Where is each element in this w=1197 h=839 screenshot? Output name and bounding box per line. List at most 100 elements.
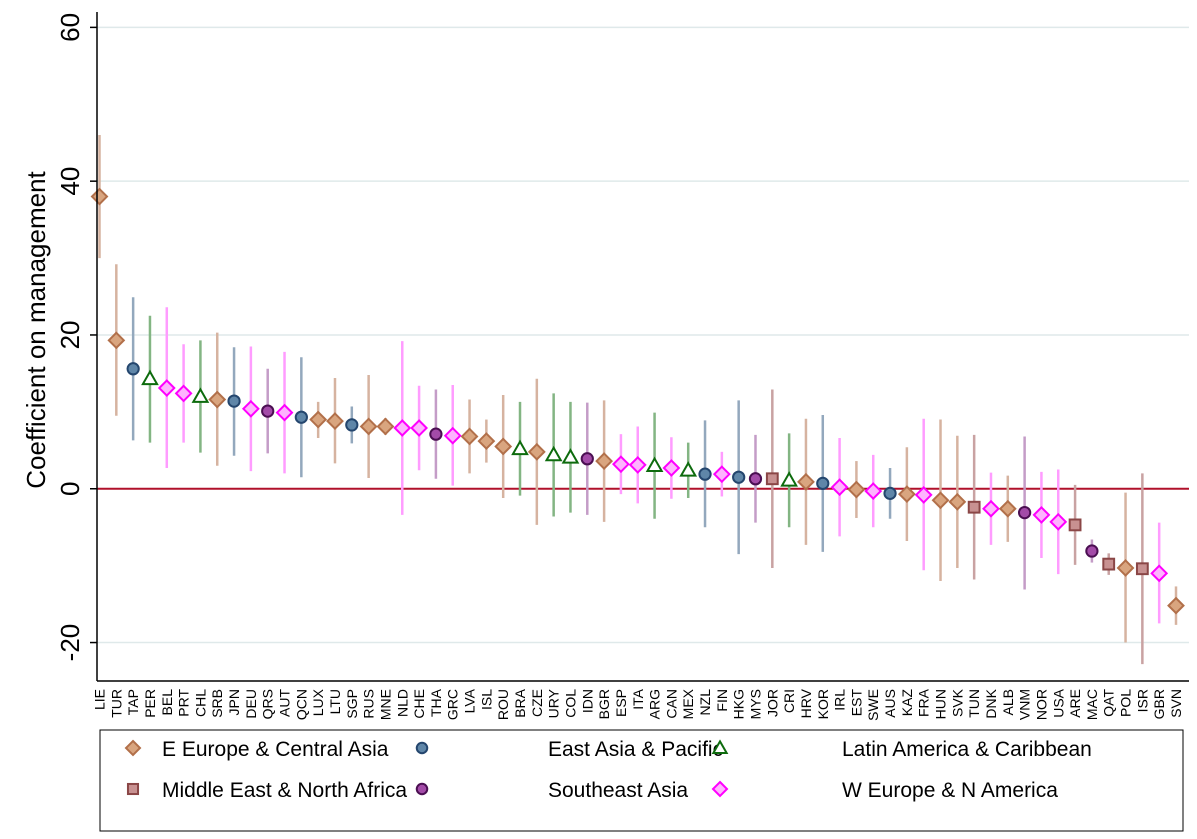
x-tick-label-isr: ISR [1134,689,1150,712]
point-mne [376,417,395,436]
x-axis-category-labels: LIE TUR TAP PER BEL PRT CHL SRB JPN DEU QRS AUT QCN L… [92,688,1185,721]
point-srb [208,390,227,409]
point-tur [107,331,126,350]
point-tha [429,427,443,441]
point-hun [931,491,950,510]
point-prt [174,384,193,403]
legend-label-mena: Middle East & North Africa [162,779,407,802]
point-rou [494,437,513,456]
point-ury [544,445,563,462]
point-vnm [1017,505,1032,520]
x-tick-label-idn: IDN [579,689,595,713]
legend-marker-eca [124,739,142,757]
point-qcn [294,410,308,424]
x-tick-label-mex: MEX [680,688,696,719]
point-jpn [227,394,241,408]
x-tick-label-tap: TAP [125,689,141,715]
point-cze [527,442,546,461]
x-tick-label-svk: SVK [949,688,965,717]
point-fra [914,485,933,504]
point-est [847,480,866,499]
x-tick-label-che: CHE [411,689,427,719]
x-tick-label-tun: TUN [966,689,982,718]
point-fin [712,465,731,484]
x-tick-label-mys: MYS [747,689,763,719]
point-idn [580,452,594,466]
x-tick-label-tur: TUR [108,689,124,718]
x-tick-label-qrs: QRS [260,689,276,719]
point-svn [1167,596,1185,615]
x-tick-label-rou: ROU [495,689,511,720]
legend-marker-wena [711,780,729,798]
point-lux [309,410,328,429]
x-tick-label-rus: RUS [361,689,377,719]
x-tick-label-are: ARE [1067,689,1083,718]
point-hkg [732,470,746,484]
y-tick-label: 0 [55,482,85,496]
point-ltu [326,412,344,431]
x-tick-label-hkg: HKG [731,689,747,719]
x-tick-label-svn: SVN [1168,689,1184,718]
legend: E Europe & Central Asia East Asia & Pacif… [99,729,1184,832]
point-alb [998,499,1017,518]
point-nzl [698,467,712,481]
data-points [90,187,1185,615]
point-jor [765,472,779,486]
point-kor [816,476,830,491]
x-tick-label-qcn: QCN [293,689,309,720]
x-tick-label-lie: LIE [92,689,108,710]
legend-label-eca: E Europe & Central Asia [162,738,389,761]
legend-label-lac: Latin America & Caribbean [842,738,1092,761]
point-che [410,419,429,437]
y-tick-label: -20 [55,624,85,662]
x-tick-label-pol: POL [1118,689,1134,717]
point-ita [628,456,647,474]
x-tick-label-isl: ISL [478,689,494,710]
x-tick-label-dnk: DNK [983,688,999,718]
x-tick-label-bel: BEL [159,689,175,716]
point-tun [967,500,981,514]
x-tick-label-jor: JOR [764,689,780,717]
x-tick-label-swe: SWE [865,689,881,721]
x-tick-label-mac: MAC [1084,689,1100,720]
point-usa [1049,512,1068,531]
x-tick-label-kaz: KAZ [899,689,915,717]
point-sgp [345,418,359,432]
y-tick-label: 60 [55,13,85,42]
x-tick-label-irl: IRL [832,689,848,711]
point-qat [1102,557,1116,571]
point-bel [157,379,176,397]
x-tick-label-hun: HUN [933,689,949,719]
x-tick-label-srb: SRB [209,689,225,718]
x-tick-label-ltu: LTU [327,689,343,714]
point-svk [948,492,967,511]
x-tick-label-qat: QAT [1101,689,1117,717]
point-chl [191,387,210,403]
point-mac [1085,544,1099,558]
x-tick-label-grc: GRC [445,689,461,720]
x-tick-label-bra: BRA [512,688,528,717]
x-tick-label-tha: THA [428,688,444,717]
x-tick-label-per: PER [142,689,158,718]
x-tick-label-vnm: VNM [1017,689,1033,720]
x-tick-label-hrv: HRV [798,688,814,718]
x-tick-label-mne: MNE [377,689,393,720]
grid-lines [97,26,1189,644]
x-tick-label-col: COL [562,689,578,718]
x-tick-label-ury: URY [546,688,562,718]
point-lva [460,427,479,446]
x-tick-label-sgp: SGP [344,689,360,719]
point-mex [679,461,698,477]
x-tick-label-arg: ARG [647,689,663,719]
point-tap [126,362,140,376]
x-tick-label-aus: AUS [882,689,898,718]
point-dnk [982,499,1000,518]
x-tick-label-cri: CRI [781,689,797,713]
point-qrs [261,404,275,418]
x-tick-label-nor: NOR [1033,689,1049,720]
legend-label-sea: Southeast Asia [548,779,688,802]
x-tick-label-jpn: JPN [226,689,242,715]
x-tick-label-aut: AUT [277,689,293,717]
legend-marker-eap [415,741,429,755]
